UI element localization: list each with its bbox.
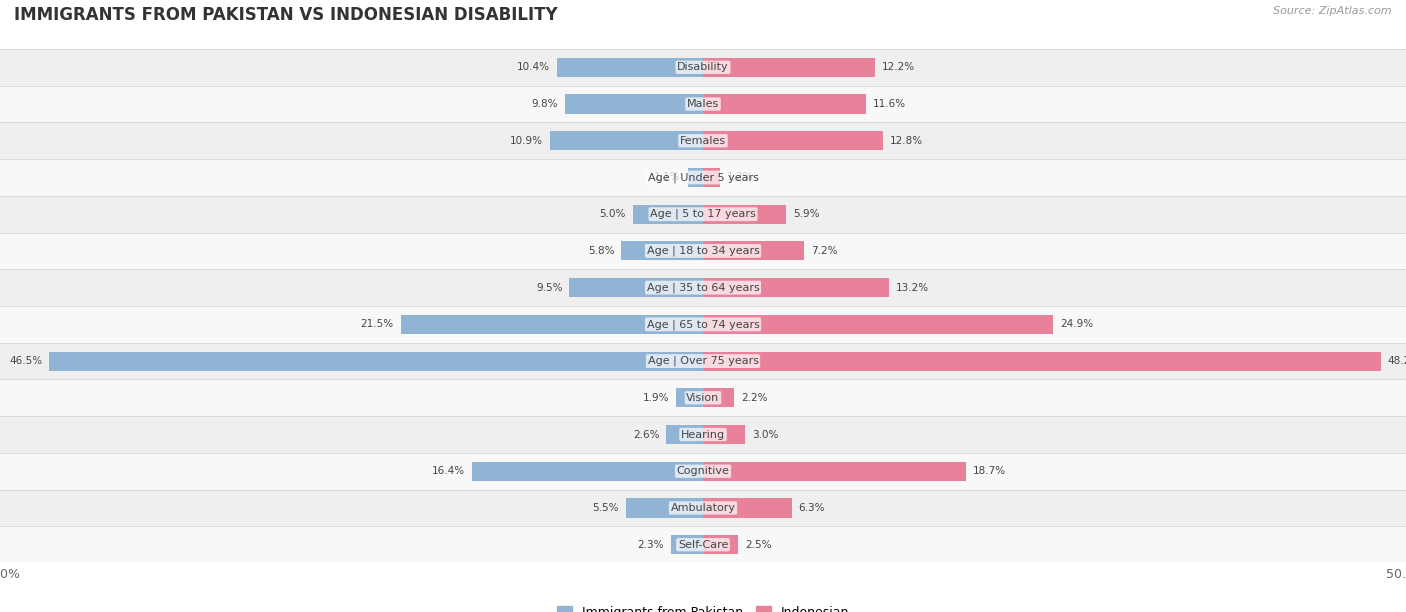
Bar (0, 196, 1406, 233)
Bar (666, 425, 703, 444)
Bar (703, 461, 966, 481)
Text: Source: ZipAtlas.com: Source: ZipAtlas.com (1274, 6, 1392, 16)
Text: 5.9%: 5.9% (793, 209, 820, 219)
Text: 10.4%: 10.4% (517, 62, 550, 72)
Bar (0, 526, 1406, 563)
Bar (0, 86, 1406, 122)
Text: 1.1%: 1.1% (654, 173, 681, 182)
Text: 2.3%: 2.3% (637, 540, 664, 550)
Bar (703, 204, 786, 224)
Bar (703, 498, 792, 518)
Bar (703, 241, 804, 261)
Text: Females: Females (681, 136, 725, 146)
Text: 11.6%: 11.6% (873, 99, 907, 109)
Bar (0, 379, 1406, 416)
Text: 5.0%: 5.0% (599, 209, 626, 219)
Text: 5.8%: 5.8% (588, 246, 614, 256)
Text: 24.9%: 24.9% (1060, 319, 1094, 329)
Text: 9.5%: 9.5% (536, 283, 562, 293)
Bar (0, 306, 1406, 343)
Bar (633, 204, 703, 224)
Text: Disability: Disability (678, 62, 728, 72)
Text: Males: Males (688, 99, 718, 109)
Bar (0, 343, 1406, 379)
Bar (703, 278, 889, 297)
Bar (0, 269, 1406, 306)
Text: 5.5%: 5.5% (592, 503, 619, 513)
Text: 2.6%: 2.6% (633, 430, 659, 439)
Text: 7.2%: 7.2% (811, 246, 838, 256)
Bar (671, 535, 703, 554)
Bar (703, 58, 875, 77)
Bar (0, 490, 1406, 526)
Text: Age | 35 to 64 years: Age | 35 to 64 years (647, 282, 759, 293)
Bar (703, 315, 1053, 334)
Bar (703, 168, 720, 187)
Bar (703, 535, 738, 554)
Text: 1.2%: 1.2% (727, 173, 754, 182)
Bar (49, 351, 703, 371)
Bar (0, 453, 1406, 490)
Bar (550, 131, 703, 151)
Bar (621, 241, 703, 261)
Text: Vision: Vision (686, 393, 720, 403)
Bar (688, 168, 703, 187)
Text: 3.0%: 3.0% (752, 430, 779, 439)
Text: Age | 65 to 74 years: Age | 65 to 74 years (647, 319, 759, 330)
Text: Ambulatory: Ambulatory (671, 503, 735, 513)
Text: 9.8%: 9.8% (531, 99, 558, 109)
Text: 12.8%: 12.8% (890, 136, 924, 146)
Bar (565, 94, 703, 114)
Text: 2.5%: 2.5% (745, 540, 772, 550)
Bar (676, 388, 703, 408)
Bar (557, 58, 703, 77)
Text: 21.5%: 21.5% (360, 319, 394, 329)
Text: Hearing: Hearing (681, 430, 725, 439)
Text: Self-Care: Self-Care (678, 540, 728, 550)
Text: 18.7%: 18.7% (973, 466, 1007, 476)
Legend: Immigrants from Pakistan, Indonesian: Immigrants from Pakistan, Indonesian (553, 600, 853, 612)
Text: 13.2%: 13.2% (896, 283, 929, 293)
Bar (626, 498, 703, 518)
Text: 48.2%: 48.2% (1388, 356, 1406, 366)
Text: 1.9%: 1.9% (643, 393, 669, 403)
Text: 16.4%: 16.4% (432, 466, 465, 476)
Text: 6.3%: 6.3% (799, 503, 825, 513)
Text: 46.5%: 46.5% (8, 356, 42, 366)
Bar (401, 315, 703, 334)
Text: 12.2%: 12.2% (882, 62, 915, 72)
Bar (703, 388, 734, 408)
Bar (0, 159, 1406, 196)
Bar (0, 416, 1406, 453)
Bar (0, 49, 1406, 86)
Bar (0, 233, 1406, 269)
Text: Cognitive: Cognitive (676, 466, 730, 476)
Text: IMMIGRANTS FROM PAKISTAN VS INDONESIAN DISABILITY: IMMIGRANTS FROM PAKISTAN VS INDONESIAN D… (14, 6, 558, 24)
Bar (703, 131, 883, 151)
Text: 2.2%: 2.2% (741, 393, 768, 403)
Bar (0, 122, 1406, 159)
Bar (472, 461, 703, 481)
Bar (703, 94, 866, 114)
Text: 10.9%: 10.9% (510, 136, 543, 146)
Text: Age | 18 to 34 years: Age | 18 to 34 years (647, 245, 759, 256)
Text: Age | 5 to 17 years: Age | 5 to 17 years (650, 209, 756, 220)
Bar (569, 278, 703, 297)
Bar (703, 425, 745, 444)
Text: Age | Over 75 years: Age | Over 75 years (648, 356, 758, 367)
Bar (703, 351, 1381, 371)
Text: Age | Under 5 years: Age | Under 5 years (648, 172, 758, 183)
